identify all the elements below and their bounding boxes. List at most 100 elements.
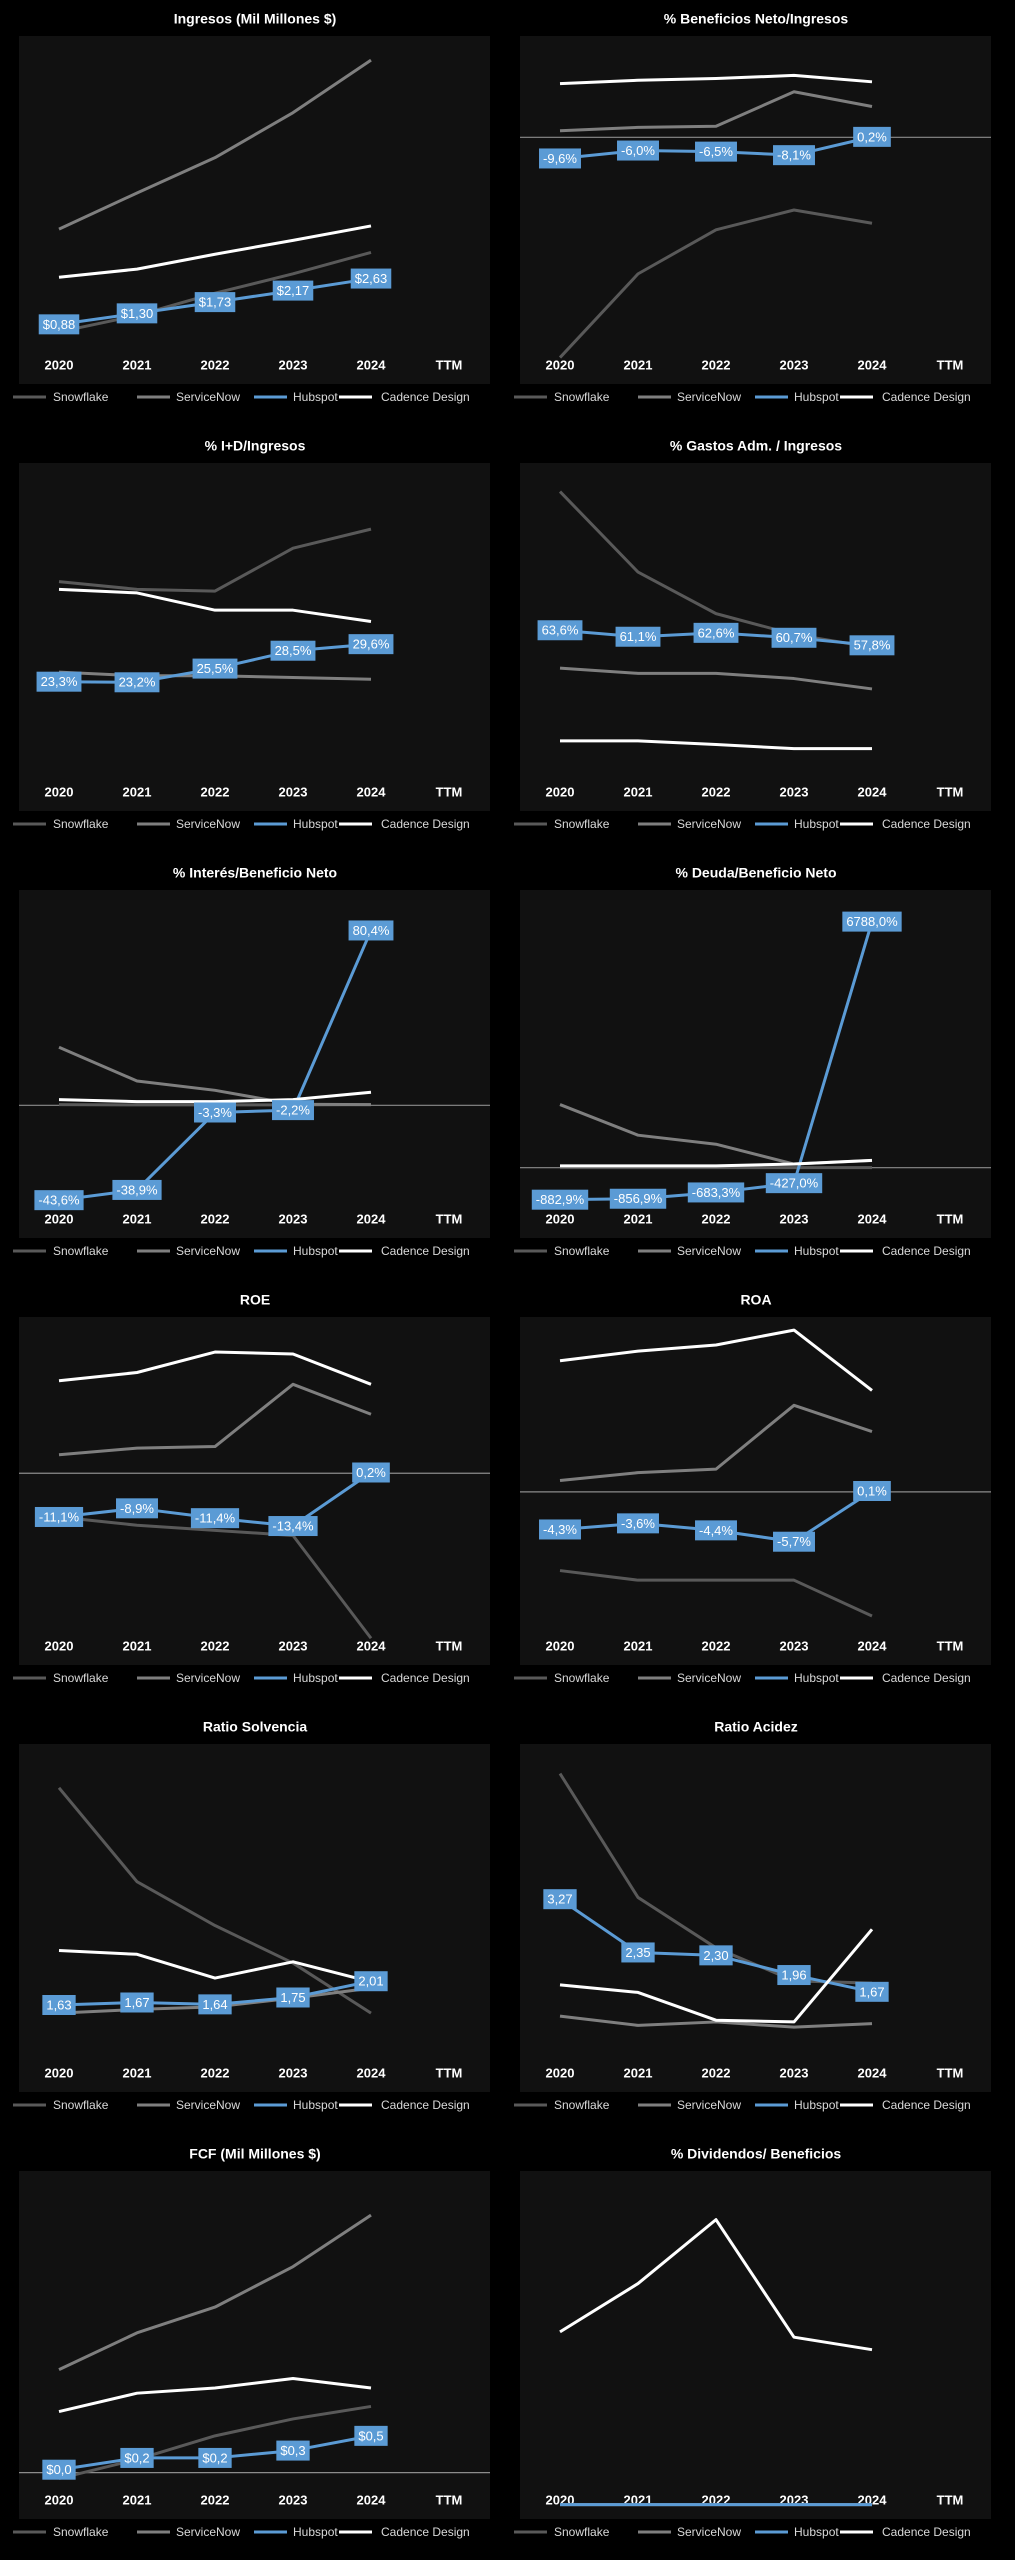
series-line [559, 73, 873, 86]
legend-label: Snowflake [53, 1244, 109, 1258]
x-tick-label: 2023 [279, 784, 308, 799]
legend-label: ServiceNow [176, 1671, 240, 1685]
legend-label: Snowflake [53, 1671, 109, 1685]
data-label: -856,9% [614, 1191, 663, 1206]
chart-title: % Interés/Beneficio Neto [173, 865, 337, 881]
x-tick-label: 2022 [201, 1638, 230, 1653]
x-tick-label: 2024 [357, 2065, 387, 2080]
data-label-box [777, 1965, 811, 1986]
plot-area [19, 36, 490, 384]
x-tick-label: 2020 [546, 2065, 575, 2080]
data-label: $0,88 [43, 317, 76, 332]
data-label-box [773, 1531, 815, 1552]
x-tick-label: TTM [937, 784, 964, 799]
legend-label: Hubspot [794, 2098, 839, 2112]
legend-label: Cadence Design [882, 2098, 971, 2112]
legend-label: ServiceNow [176, 2525, 240, 2539]
data-label: $2,17 [277, 283, 310, 298]
data-label: 2,01 [358, 1974, 383, 1989]
x-tick-label: 2021 [123, 1638, 152, 1653]
data-label: 0,2% [857, 129, 887, 144]
data-label: -11,4% [195, 1511, 236, 1526]
x-tick-label: 2024 [858, 784, 888, 799]
data-label: -683,3% [692, 1185, 741, 1200]
data-label-box [194, 1102, 236, 1123]
data-label-box [693, 622, 739, 643]
x-tick-label: 2022 [702, 2065, 731, 2080]
data-label-box [531, 1189, 589, 1210]
x-tick-label: 2021 [123, 2492, 152, 2507]
x-tick-label: 2023 [780, 2065, 809, 2080]
legend-label: Hubspot [794, 390, 839, 404]
plot-area [19, 890, 490, 1238]
x-tick-label: 2023 [279, 2492, 308, 2507]
data-label-box [114, 672, 160, 693]
x-tick-label: 2021 [624, 784, 653, 799]
data-label-box [270, 640, 316, 661]
data-label: 0,2% [356, 1465, 386, 1480]
chart-title: ROE [240, 1292, 270, 1308]
series-line [58, 1382, 372, 1457]
x-tick-label: TTM [436, 1211, 463, 1226]
data-label: -3,3% [198, 1105, 232, 1120]
x-tick-label: 2020 [546, 1211, 575, 1226]
legend-label: Snowflake [554, 817, 610, 831]
x-tick-label: 2022 [201, 357, 230, 372]
series-line [58, 224, 372, 279]
x-tick-label: 2021 [123, 2065, 152, 2080]
x-tick-label: 2024 [858, 1211, 888, 1226]
x-tick-label: TTM [436, 2492, 463, 2507]
data-label-box [765, 1173, 823, 1194]
legend-label: Cadence Design [882, 2525, 971, 2539]
data-label: 6788,0% [846, 914, 898, 929]
x-tick-label: 2023 [780, 1638, 809, 1653]
data-label-box [537, 620, 583, 641]
data-label: 1,64 [202, 1997, 227, 2012]
legend-label: Snowflake [554, 390, 610, 404]
legend-label: ServiceNow [677, 2525, 741, 2539]
plot-area [520, 36, 991, 384]
data-label: 23,3% [41, 674, 78, 689]
legend-label: Cadence Design [381, 2525, 470, 2539]
chart-title: % Gastos Adm. / Ingresos [670, 438, 842, 454]
series-line [58, 1949, 372, 1984]
data-label: 63,6% [542, 623, 579, 638]
data-label: $0,2 [124, 2450, 149, 2465]
data-label: -8,1% [777, 148, 811, 163]
data-label-box [36, 671, 82, 692]
data-label-box [272, 280, 314, 301]
x-tick-label: TTM [436, 1638, 463, 1653]
series-line [58, 1515, 373, 1640]
x-tick-label: TTM [436, 784, 463, 799]
data-label-box [855, 1981, 889, 2002]
data-label: -13,4% [272, 1518, 314, 1533]
x-tick-label: 2023 [780, 1211, 809, 1226]
x-tick-label: 2023 [279, 1211, 308, 1226]
x-tick-label: 2022 [702, 357, 731, 372]
x-tick-label: 2024 [357, 1638, 387, 1653]
data-label-box [348, 634, 394, 655]
x-tick-label: 2021 [123, 784, 152, 799]
x-tick-label: 2024 [357, 357, 387, 372]
data-label-box [621, 1942, 655, 1963]
data-label-box [543, 1889, 577, 1910]
data-label-box [198, 1994, 232, 2015]
data-label-box [194, 292, 236, 313]
x-tick-label: 2022 [201, 1211, 230, 1226]
data-label-box [116, 1498, 158, 1519]
x-tick-label: 2023 [279, 2065, 308, 2080]
x-tick-label: 2021 [624, 357, 653, 372]
legend-label: ServiceNow [677, 1244, 741, 1258]
legend-label: Hubspot [293, 2525, 338, 2539]
data-label-box [695, 1520, 737, 1541]
chart-title: % I+D/Ingresos [205, 438, 306, 454]
legend-label: Cadence Design [381, 817, 470, 831]
data-label: 80,4% [353, 923, 390, 938]
data-label-box [617, 1513, 659, 1534]
x-tick-label: 2022 [201, 2065, 230, 2080]
chart-title: Ratio Solvencia [203, 1719, 307, 1735]
series-line [57, 1786, 372, 2015]
data-label: $0,5 [358, 2428, 383, 2443]
data-label-box [120, 1992, 154, 2013]
x-tick-label: 2020 [546, 1638, 575, 1653]
